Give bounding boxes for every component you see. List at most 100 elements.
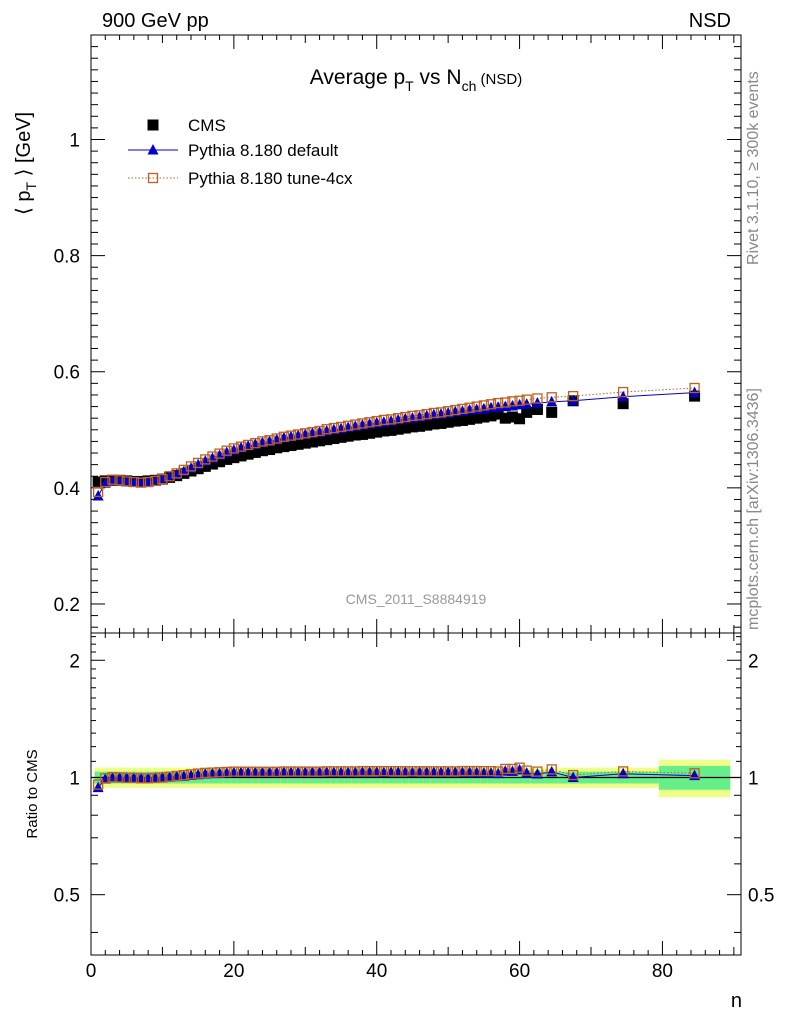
tune-4cx-point [100,476,111,488]
cms-point [235,450,247,462]
tune-4cx-point [128,476,140,488]
cms-point [364,427,376,439]
legend: CMS Pythia 8.180 default Pythia 8.180 tune… [128,116,353,188]
cms-point [385,424,397,436]
tune-4cx-point [435,407,447,418]
cms-point [499,412,511,424]
tune-4cx-point [214,448,225,459]
cms-point [371,426,383,438]
cms-point [414,420,426,432]
tune-4cx-point [442,406,454,417]
x-axis-label: n [731,990,742,1012]
tune-4cx-point [135,477,147,488]
cms-point [264,444,276,456]
tune-4cx-point [567,390,579,402]
tune-4cx-point [178,464,190,476]
tune-4cx-point [617,386,629,398]
cms-point [406,421,418,433]
tune-4cx-ratio-point [485,765,497,777]
tune-4cx-point [264,435,275,446]
tune-4cx-point [514,395,525,406]
tune-4cx-ratio-point [342,766,354,777]
tune-4cx-ratio-point [307,766,318,777]
x-tick-label: 40 [366,961,387,982]
cms-point [617,398,629,410]
cms-point [471,412,483,424]
tune-4cx-ratio-point [214,767,225,778]
tune-4cx-ratio-point [300,766,311,777]
tune-4cx-ratio-point [142,773,154,784]
cms-point [299,437,311,449]
y-tick-label: 0.4 [54,479,81,500]
legend-tune-4cx-label: Pythia 8.180 tune-4cx [188,169,353,188]
tune-4cx-ratio-point [192,768,204,779]
tune-4cx-ratio-point [442,766,454,777]
pythia-default-point [92,489,104,501]
rivet-info: Rivet 3.1.10, ≥ 300k events [745,71,762,265]
tune-4cx-ratio-point [385,766,397,777]
tune-4cx-point [185,461,197,472]
tune-4cx-point [285,430,297,441]
y-tick-label: 1 [69,131,80,152]
tune-4cx-point [532,393,543,404]
tune-4cx-ratio-point [250,766,261,777]
tune-4cx-point [414,410,425,421]
tune-4cx-ratio-point [335,766,347,777]
tune-4cx-point [546,392,557,403]
process-label: NSD [689,10,731,32]
tune-4cx-ratio-point [450,766,461,777]
tune-4cx-ratio-point [392,766,404,777]
tune-4cx-point [221,445,232,456]
tune-4cx-point [689,382,700,394]
cms-point [328,433,340,445]
energy-label: 900 GeV pp [102,10,209,32]
tune-4cx-point [335,421,347,433]
tune-4cx-point [171,468,182,479]
tune-4cx-point [257,436,268,447]
source-info: mcplots.cern.ch [arXiv:1306.3436] [745,388,762,630]
y-tick-label: 0.2 [54,595,80,616]
tune-4cx-ratio-point [364,765,375,777]
ratio-y-tick-label: 2 [69,651,80,672]
tune-4cx-ratio-point [457,765,468,777]
tune-4cx-ratio-point [407,766,418,777]
cms-point [421,419,433,431]
ratio-y-tick-label: 1 [69,768,80,789]
tune-4cx-ratio-point [414,766,425,777]
ratio-y-tick-label-right: 2 [748,651,759,672]
ratio-y-tick-label-right: 1 [748,768,759,789]
tune-4cx-point [342,420,354,431]
chart-title: Average pT vs Nch (NSD) [310,66,522,94]
tune-4cx-ratio-point [164,771,175,782]
tune-4cx-point [392,413,404,424]
tune-4cx-ratio-point [532,766,543,777]
tune-4cx-point [314,425,325,437]
tune-4cx-point [242,439,254,451]
tune-4cx-point [150,475,161,487]
tune-4cx-ratio-point [257,766,268,777]
cms-point [521,406,533,418]
cms-point [199,460,211,472]
tune-4cx-point [421,408,432,420]
tune-4cx-ratio-point [150,772,161,784]
cms-point [92,476,104,488]
tune-4cx-ratio-point [689,768,700,779]
tune-4cx-point [400,411,411,423]
tune-4cx-ratio-point [135,773,147,784]
tune-4cx-point [121,476,132,487]
cms-point [506,411,518,423]
tune-4cx-ratio-point [471,765,482,777]
tune-4cx-point [300,428,311,439]
tune-4cx-ratio-point [500,763,511,775]
tune-4cx-ratio-point [114,772,125,783]
tune-4cx-point [107,474,118,485]
tune-4cx-point [307,426,318,438]
tune-4cx-ratio-point [357,765,368,777]
tune-4cx-ratio-point [92,779,104,790]
tune-4cx-ratio-point [157,772,168,783]
tune-4cx-point [157,473,168,485]
tune-4cx-point [92,486,104,498]
ratio-plot-frame [90,632,742,956]
ratio-y-tick-label: 0.5 [54,886,80,907]
tune-4cx-ratio-point [435,766,447,777]
